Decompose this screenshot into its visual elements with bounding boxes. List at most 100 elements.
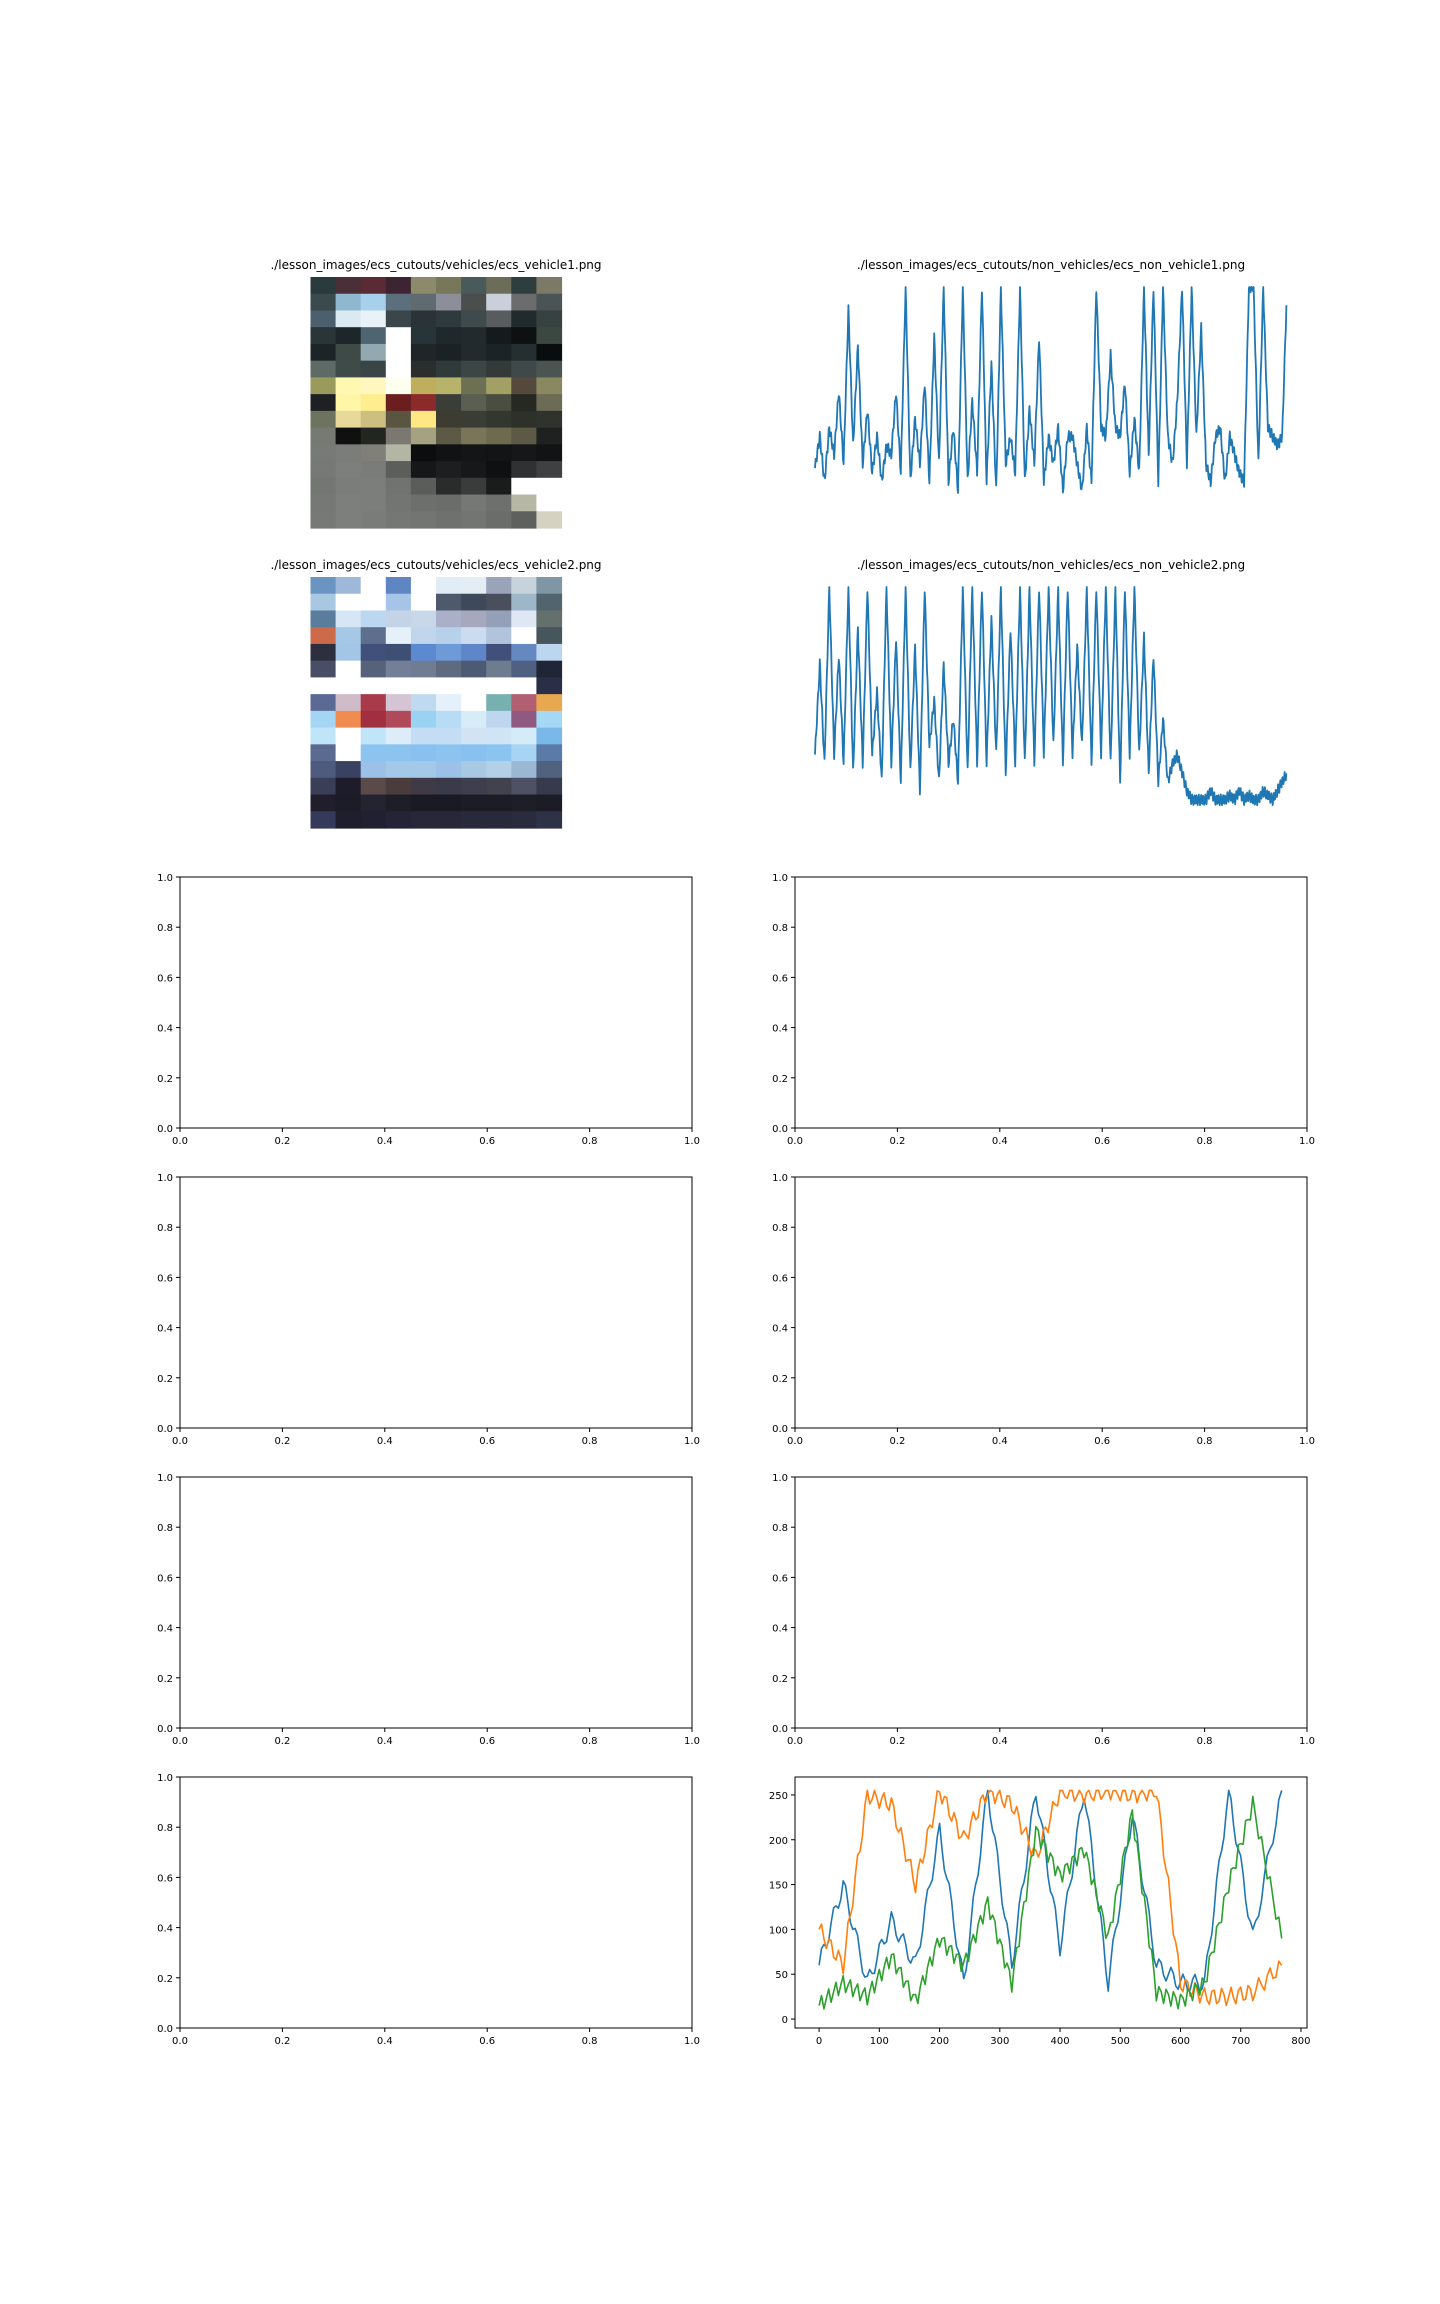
subplot-1: ./lesson_images/ecs_cutouts/vehicles/ecs… <box>270 258 602 529</box>
x-tick-label: 0.2 <box>274 2036 290 2047</box>
image-pixel <box>486 627 512 645</box>
y-tick-label: 250 <box>769 1791 788 1802</box>
image-pixel <box>511 694 537 712</box>
image-pixel <box>536 761 563 779</box>
image-pixel <box>360 627 387 645</box>
y-tick-label: 0.6 <box>157 1573 173 1584</box>
x-tick-label: 0.2 <box>889 1136 905 1147</box>
image-pixel <box>310 511 337 529</box>
image-pixel <box>335 710 362 729</box>
image-pixel <box>486 444 512 462</box>
image-pixel <box>385 327 412 345</box>
subplot-6: 0.0 0.2 0.4 0.6 0.8 1.0 0.0 0.2 0.4 0.6 0.8 1.0 <box>772 873 1315 1147</box>
image-pixel <box>511 377 537 395</box>
y-tick-label: 0.6 <box>157 973 173 984</box>
image-pixel <box>461 477 487 496</box>
image-pixel <box>486 377 512 395</box>
image-pixel <box>461 494 487 512</box>
axes-frame <box>179 1776 693 2029</box>
image-pixel <box>410 577 437 595</box>
x-tick-label: 0.6 <box>479 1136 495 1147</box>
y-tick-label: 0.2 <box>157 1374 173 1385</box>
image-pixel <box>410 744 437 762</box>
image-pixel <box>310 710 337 729</box>
image-pixel <box>536 577 563 595</box>
image-pixel <box>511 643 537 662</box>
image-pixel <box>486 343 512 362</box>
image-pixel <box>461 677 487 695</box>
image-pixel <box>536 643 563 662</box>
image-pixel <box>436 577 462 595</box>
image-pixel <box>511 727 537 745</box>
y-tick-label: 0.2 <box>157 1074 173 1085</box>
image-pixel <box>511 343 537 362</box>
image-pixel <box>536 310 563 328</box>
image-pixel <box>410 410 437 429</box>
y-tick-label: 0.2 <box>772 1374 788 1385</box>
image-pixel <box>511 593 537 612</box>
image-pixel <box>436 310 462 328</box>
image-pixel <box>511 610 537 628</box>
image-pixel <box>335 410 362 429</box>
image-pixel <box>436 710 462 729</box>
image-pixel <box>360 777 387 796</box>
y-tick-label: 0.2 <box>157 1674 173 1685</box>
y-tick-label: 0.4 <box>157 1324 173 1335</box>
axes-frame <box>179 1176 693 1429</box>
image-pixel <box>511 744 537 762</box>
image-pixel <box>360 677 387 695</box>
y-tick-label: 0.4 <box>157 1024 173 1035</box>
image-pixel <box>511 660 537 678</box>
image-pixel <box>335 327 362 345</box>
y-tick-label: 0.4 <box>772 1624 788 1635</box>
image-pixel <box>461 327 487 345</box>
image-pixel <box>310 343 337 362</box>
image-pixel <box>310 660 337 678</box>
image-pixel <box>511 761 537 779</box>
image-pixel <box>385 727 412 745</box>
image-pixel <box>536 744 563 762</box>
series-line-2 <box>818 1789 1283 2007</box>
x-tick-label: 0.0 <box>787 1136 803 1147</box>
axes-frame <box>794 1776 1308 2029</box>
image-pixel <box>385 677 412 695</box>
image-pixel <box>385 643 412 662</box>
x-tick-label: 200 <box>930 2036 949 2047</box>
image-pixel <box>461 727 487 745</box>
y-tick-label: 0.8 <box>157 1523 173 1534</box>
image-pixel <box>436 593 462 612</box>
image-pixel <box>511 360 537 378</box>
image-pixel <box>436 727 462 745</box>
image-pixel <box>511 327 537 345</box>
image-pixel <box>385 444 412 462</box>
image-pixel <box>511 310 537 328</box>
y-tick-label: 0.8 <box>772 923 788 934</box>
x-tick-label: 0.2 <box>274 1436 290 1447</box>
image-pixel <box>461 377 487 395</box>
series-line-3 <box>818 1795 1283 2010</box>
y-tick-label: 0.0 <box>772 1124 788 1135</box>
y-tick-label: 100 <box>769 1925 788 1936</box>
y-tick-label: 0.6 <box>772 1273 788 1284</box>
image-pixel <box>310 593 337 612</box>
image-pixel <box>536 410 563 429</box>
image-pixel <box>461 511 487 529</box>
subplot-12: 0 100 200 300 400 500 600 700 800 0 50 100 150 200 250 <box>769 1776 1311 2047</box>
image-pixel <box>511 427 537 445</box>
image-pixel <box>360 394 387 412</box>
image-pixel <box>410 811 437 829</box>
image-pixel <box>436 394 462 412</box>
image-pixel <box>511 577 537 595</box>
x-tick-label: 0.0 <box>172 1136 188 1147</box>
image-pixel <box>310 477 337 496</box>
image-pixel <box>511 394 537 412</box>
image-pixel <box>436 293 462 312</box>
x-tick-label: 0.6 <box>479 1736 495 1747</box>
image-pixel <box>410 494 437 512</box>
image-pixel <box>511 477 537 496</box>
image-pixel <box>310 677 337 695</box>
image-pixel <box>436 327 462 345</box>
image-pixel <box>360 610 387 628</box>
x-tick-label: 0.6 <box>479 1436 495 1447</box>
image-pixel <box>486 677 512 695</box>
